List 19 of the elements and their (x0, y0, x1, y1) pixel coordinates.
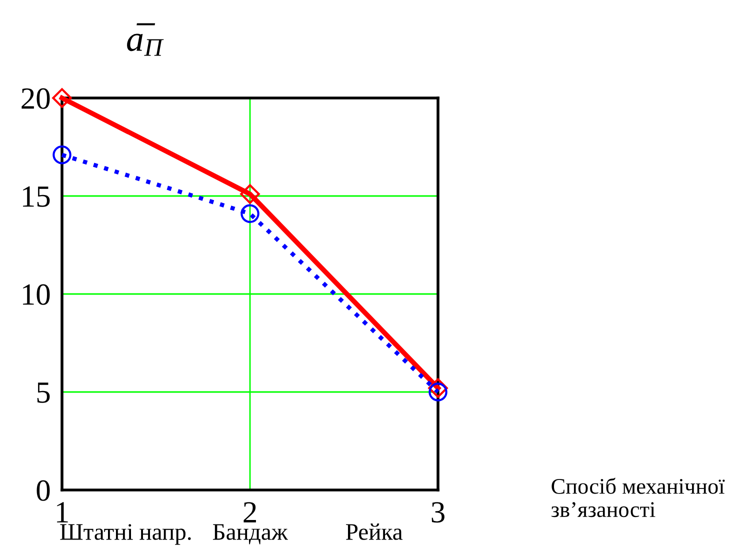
y-axis-title: a̅$_{П}$ (127, 23, 164, 56)
y-tick-label: 0 (36, 480, 50, 501)
y-tick-label: 20 (22, 88, 50, 109)
x-tick-label: 1 (57, 502, 68, 522)
point (52, 145, 72, 164)
y-tick-label: 10 (23, 284, 50, 305)
x-axis-title: Спосіб механічної зв’язаності (551, 478, 725, 518)
y-tick-label: 5 (37, 382, 50, 403)
point (52, 88, 72, 108)
x-tick-label: 2 (244, 502, 256, 522)
point (428, 378, 448, 398)
text: Рейка (346, 524, 403, 540)
text: Бандаж (212, 524, 288, 544)
x-tick-label: 3 (432, 502, 444, 523)
text: Штатні напр. (60, 524, 191, 545)
point (240, 204, 260, 224)
point (240, 184, 260, 204)
y-tick-label: 15 (23, 186, 50, 207)
point (428, 382, 448, 402)
